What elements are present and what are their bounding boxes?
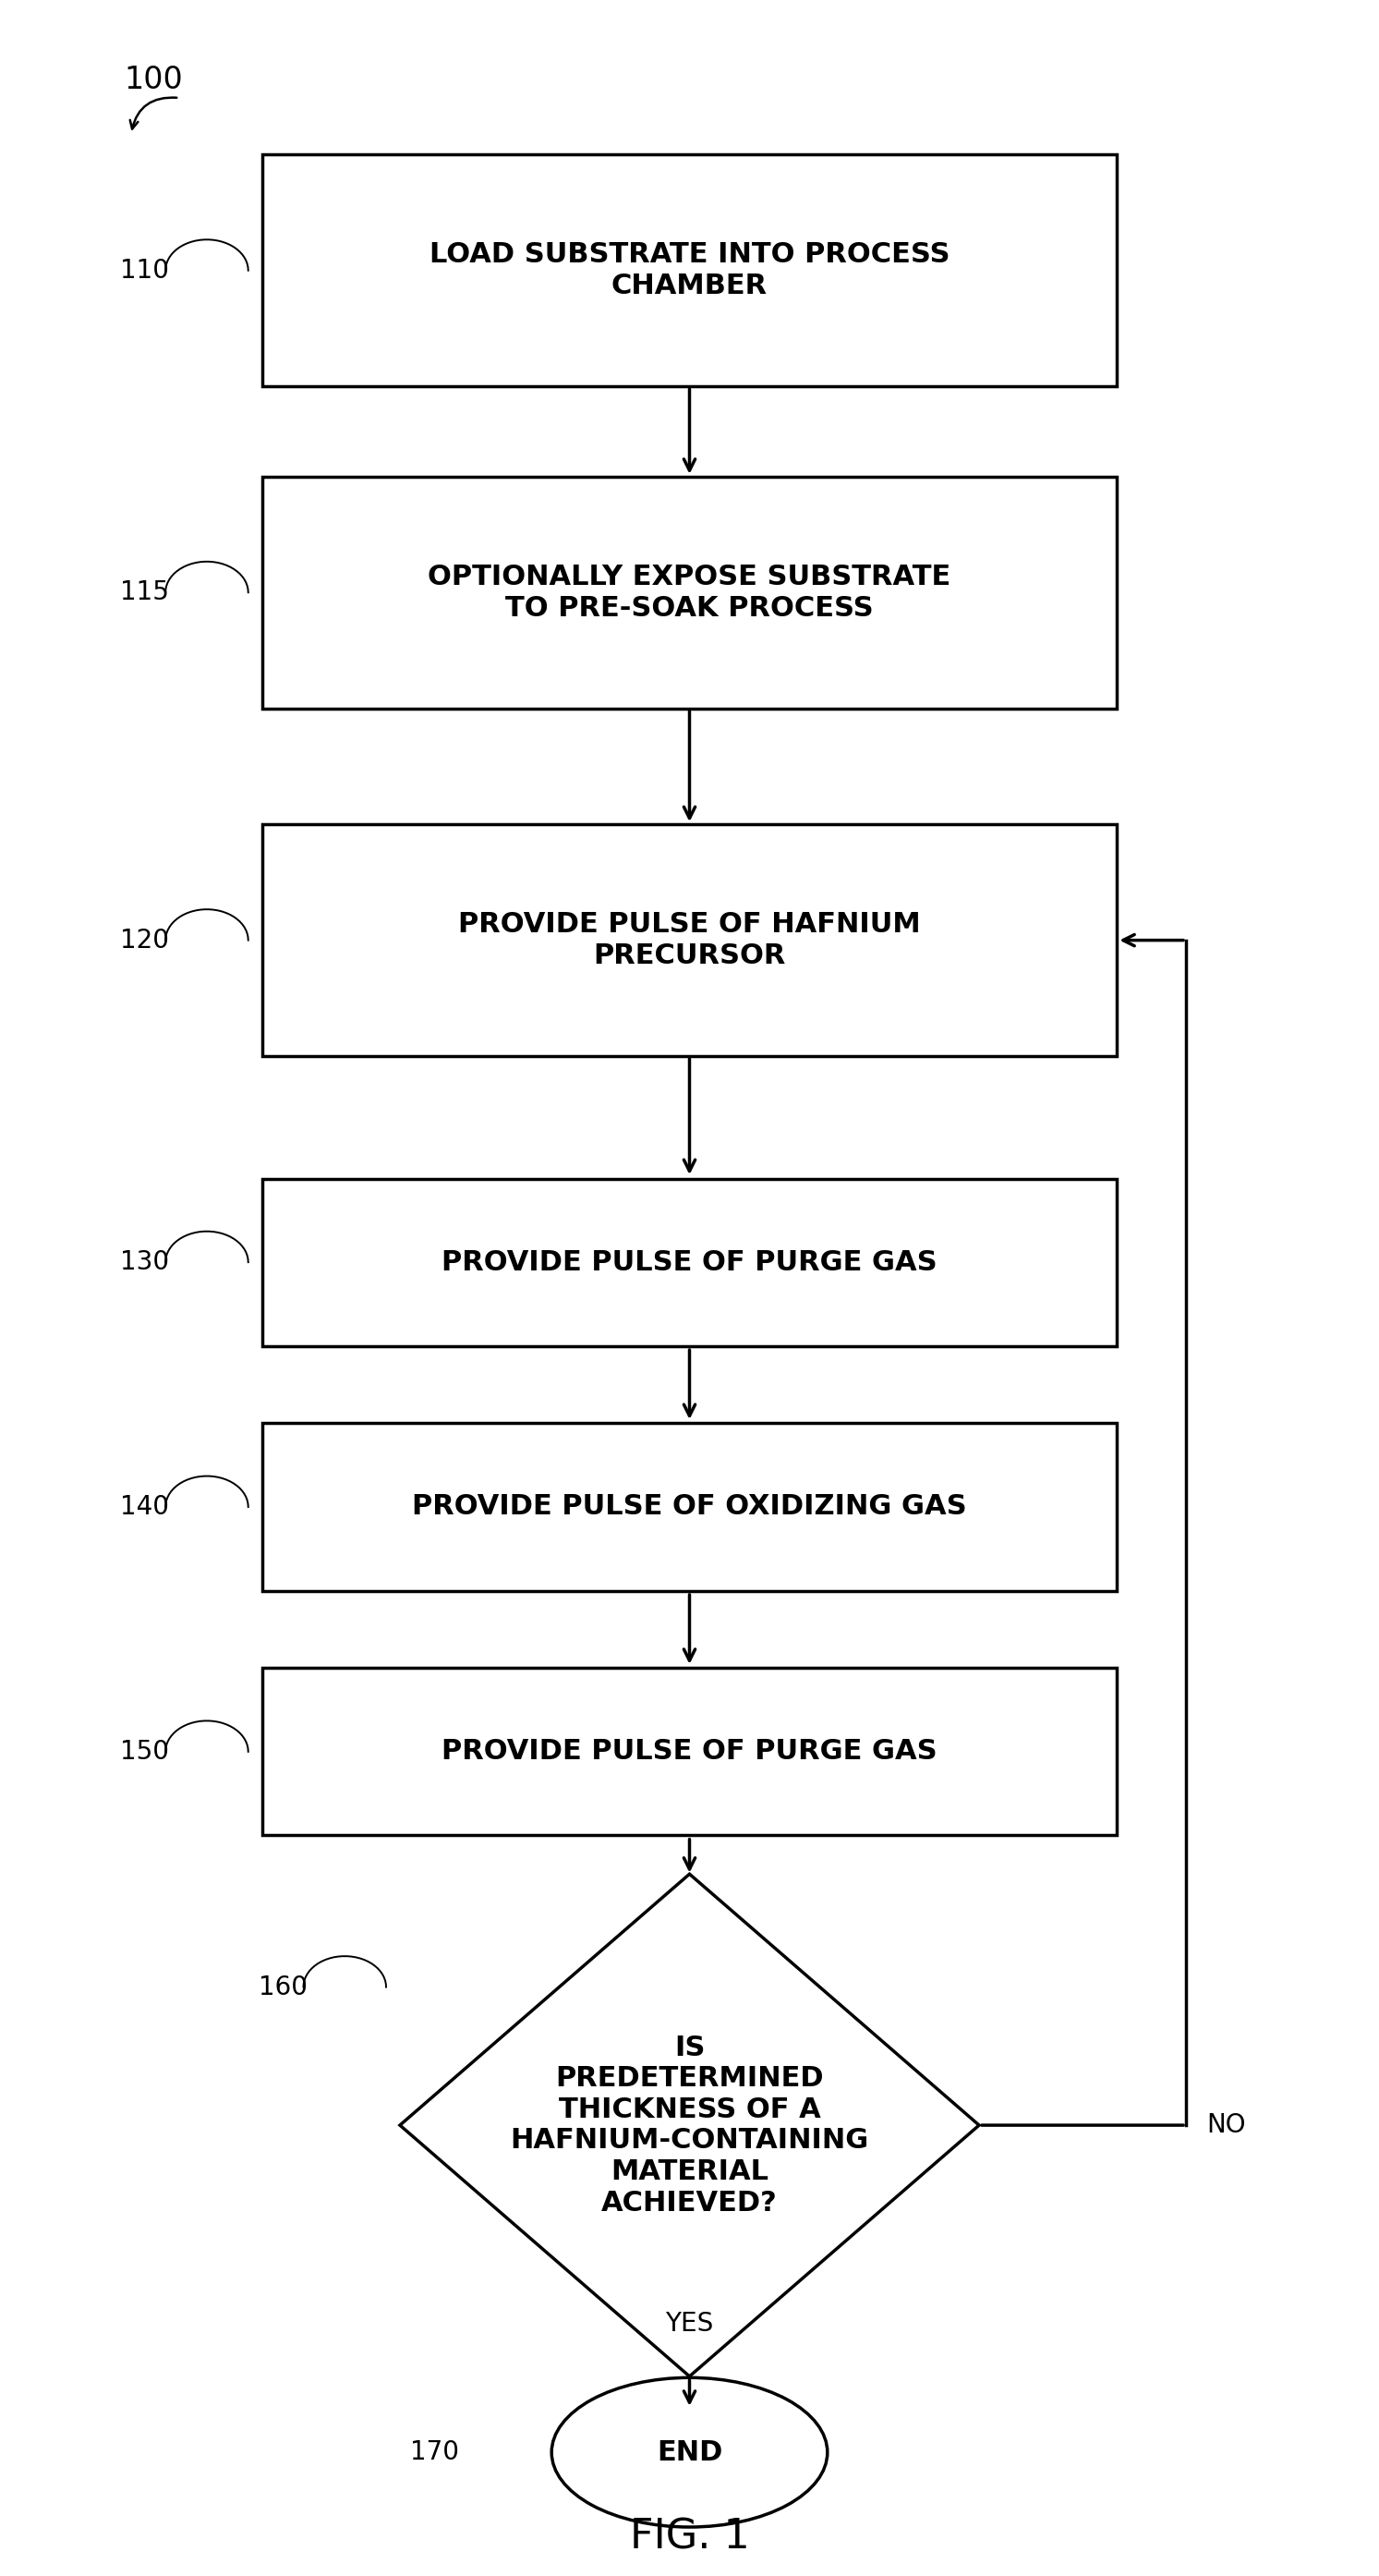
Text: PROVIDE PULSE OF PURGE GAS: PROVIDE PULSE OF PURGE GAS [441,1739,938,1765]
Text: 140: 140 [120,1494,170,1520]
FancyBboxPatch shape [262,155,1117,386]
Text: 160: 160 [258,1973,308,1999]
Text: YES: YES [666,2311,713,2336]
Text: OPTIONALLY EXPOSE SUBSTRATE
TO PRE-SOAK PROCESS: OPTIONALLY EXPOSE SUBSTRATE TO PRE-SOAK … [427,564,952,621]
FancyBboxPatch shape [262,1425,1117,1592]
Polygon shape [400,1875,979,2375]
FancyBboxPatch shape [262,1669,1117,1834]
Ellipse shape [552,2378,827,2527]
Text: 130: 130 [120,1249,170,1275]
Text: 100: 100 [124,64,183,95]
Text: PROVIDE PULSE OF HAFNIUM
PRECURSOR: PROVIDE PULSE OF HAFNIUM PRECURSOR [458,912,921,969]
Text: END: END [656,2439,723,2465]
Text: 170: 170 [410,2439,459,2465]
Text: IS
PREDETERMINED
THICKNESS OF A
HAFNIUM-CONTAINING
MATERIAL
ACHIEVED?: IS PREDETERMINED THICKNESS OF A HAFNIUM-… [510,2035,869,2215]
Text: FIG. 1: FIG. 1 [630,2517,749,2558]
Text: LOAD SUBSTRATE INTO PROCESS
CHAMBER: LOAD SUBSTRATE INTO PROCESS CHAMBER [429,242,950,299]
Text: PROVIDE PULSE OF PURGE GAS: PROVIDE PULSE OF PURGE GAS [441,1249,938,1275]
Text: 120: 120 [120,927,170,953]
FancyBboxPatch shape [262,824,1117,1056]
Text: 110: 110 [120,258,170,283]
Text: PROVIDE PULSE OF OXIDIZING GAS: PROVIDE PULSE OF OXIDIZING GAS [412,1494,967,1520]
Text: 150: 150 [120,1739,170,1765]
FancyBboxPatch shape [262,1180,1117,1345]
FancyBboxPatch shape [262,477,1117,708]
Text: 115: 115 [120,580,170,605]
Text: NO: NO [1207,2112,1245,2138]
